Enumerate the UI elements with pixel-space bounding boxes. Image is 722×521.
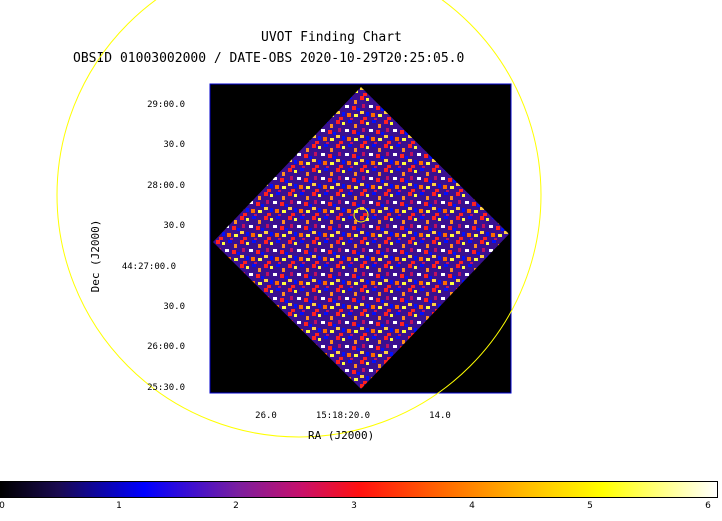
image-data-region xyxy=(213,87,509,389)
finding-chart-image xyxy=(56,0,542,438)
dec-tick-label: 30.0 xyxy=(163,221,185,231)
field-circle xyxy=(56,0,542,438)
colorbar-tick-label: 0 xyxy=(0,501,5,511)
source-marker xyxy=(353,207,369,223)
dec-tick-label: 44:27:00.0 xyxy=(121,262,176,272)
colorbar-tick-label: 1 xyxy=(116,501,122,511)
colorbar-tick-label: 4 xyxy=(469,501,475,511)
colorbar xyxy=(0,481,718,498)
dec-tick-label: 30.0 xyxy=(163,302,185,312)
chart-subtitle: OBSID 01003002000 / DATE-OBS 2020-10-29T… xyxy=(73,51,465,66)
y-axis-label: Dec (J2000) xyxy=(89,219,102,293)
ra-tick-label: 15:18:20.0 xyxy=(315,411,371,421)
dec-tick-label: 26:00.0 xyxy=(147,342,185,352)
dec-tick-label: 30.0 xyxy=(163,140,185,150)
dec-tick-label: 29:00.0 xyxy=(147,100,185,110)
ra-tick-label: 26.0 xyxy=(255,411,277,421)
x-axis-label: RA (J2000) xyxy=(308,429,375,442)
colorbar-tick-label: 3 xyxy=(351,501,357,511)
colorbar-tick-label: 2 xyxy=(233,501,239,511)
colorbar-tick-label: 5 xyxy=(587,501,593,511)
dec-tick-label: 28:00.0 xyxy=(147,181,185,191)
dec-tick-label: 25:30.0 xyxy=(147,383,185,393)
chart-title: UVOT Finding Chart xyxy=(261,30,402,45)
colorbar-tick-label: 6 xyxy=(705,501,711,511)
ra-tick-label: 14.0 xyxy=(429,411,451,421)
